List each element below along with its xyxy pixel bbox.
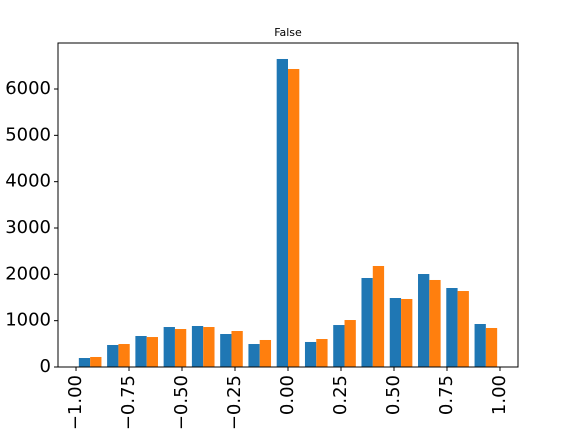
- bar: [429, 279, 441, 367]
- x-tick-label: 0.25: [330, 375, 351, 415]
- bar: [389, 298, 402, 367]
- x-tick-label: −0.75: [118, 375, 139, 430]
- y-tick-label: 3000: [5, 217, 51, 238]
- y-tick-label: 1000: [5, 310, 51, 331]
- bar: [118, 344, 130, 367]
- x-tick-label: −1.00: [65, 375, 86, 430]
- x-tick-label: −0.50: [171, 375, 192, 430]
- y-tick-label: 4000: [5, 171, 51, 192]
- bar: [485, 327, 498, 367]
- bar: [418, 274, 430, 367]
- bar: [361, 277, 373, 367]
- x-tick-label: 0.75: [436, 375, 457, 415]
- bar: [163, 327, 175, 367]
- bar: [446, 288, 458, 367]
- bar: [457, 291, 469, 367]
- bar: [401, 298, 413, 367]
- x-tick-label: 0.50: [383, 375, 404, 415]
- x-tick-label: −0.25: [224, 375, 245, 430]
- bar: [107, 344, 119, 367]
- bar: [304, 341, 317, 367]
- bar: [288, 68, 300, 367]
- y-tick-label: 2000: [5, 263, 51, 284]
- bar: [259, 339, 272, 367]
- y-tick-label: 6000: [5, 78, 51, 99]
- bar: [231, 331, 243, 367]
- bar: [474, 324, 486, 367]
- y-tick-label: 0: [40, 356, 51, 377]
- bar: [333, 325, 345, 367]
- bar: [78, 358, 91, 367]
- x-tick-label: 0.00: [277, 375, 298, 415]
- bar: [316, 339, 328, 367]
- bar: [372, 265, 385, 367]
- bar: [90, 356, 102, 367]
- y-tick-label: 5000: [5, 124, 51, 145]
- x-tick-label: 1.00: [489, 375, 510, 415]
- bar: [248, 344, 260, 367]
- bar: [174, 329, 187, 367]
- bar: [135, 336, 147, 367]
- bar: [203, 327, 215, 367]
- bar: [146, 337, 158, 367]
- bar: [220, 334, 232, 367]
- bar: [191, 325, 204, 367]
- chart-title: False: [274, 26, 302, 39]
- bar: [344, 320, 356, 367]
- bar: [276, 58, 288, 367]
